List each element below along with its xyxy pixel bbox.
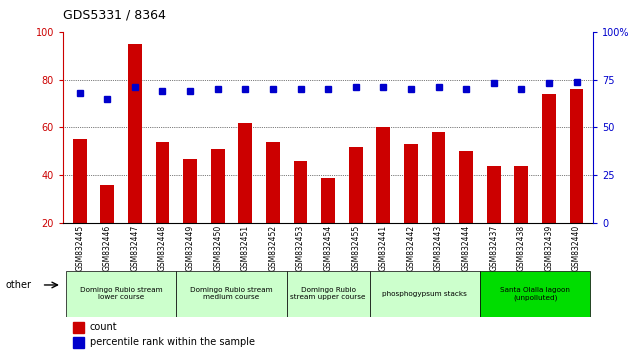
Bar: [404, 144, 418, 223]
Text: GSM832444: GSM832444: [462, 224, 471, 271]
Text: GSM832453: GSM832453: [296, 224, 305, 271]
Text: GSM832439: GSM832439: [545, 224, 553, 271]
Text: GSM832455: GSM832455: [351, 224, 360, 271]
Bar: [156, 142, 169, 223]
Text: percentile rank within the sample: percentile rank within the sample: [90, 337, 254, 347]
Text: GSM832454: GSM832454: [324, 224, 333, 271]
Bar: [239, 123, 252, 223]
Text: GSM832440: GSM832440: [572, 224, 581, 271]
Text: Santa Olalla lagoon
(unpolluted): Santa Olalla lagoon (unpolluted): [500, 287, 570, 301]
Bar: [176, 271, 286, 317]
Text: Domingo Rubio stream
medium course: Domingo Rubio stream medium course: [190, 287, 273, 300]
Text: GSM832447: GSM832447: [131, 224, 139, 271]
Bar: [432, 132, 445, 223]
Text: GSM832437: GSM832437: [489, 224, 498, 271]
Bar: [321, 178, 335, 223]
Text: GSM832443: GSM832443: [434, 224, 443, 271]
Bar: [514, 166, 528, 223]
Bar: [266, 142, 280, 223]
Text: GSM832451: GSM832451: [241, 224, 250, 270]
Bar: [183, 159, 197, 223]
Bar: [293, 161, 307, 223]
Bar: [286, 271, 370, 317]
Text: other: other: [5, 280, 31, 290]
Text: GSM832452: GSM832452: [268, 224, 278, 270]
Bar: [73, 322, 85, 333]
Text: Domingo Rubio
stream upper course: Domingo Rubio stream upper course: [290, 287, 366, 300]
Bar: [480, 271, 591, 317]
Text: GSM832446: GSM832446: [103, 224, 112, 271]
Bar: [570, 89, 584, 223]
Text: GSM832450: GSM832450: [213, 224, 222, 271]
Text: GSM832448: GSM832448: [158, 224, 167, 270]
Bar: [487, 166, 500, 223]
Text: GSM832442: GSM832442: [406, 224, 415, 270]
Bar: [73, 337, 85, 348]
Bar: [73, 139, 86, 223]
Bar: [211, 149, 225, 223]
Text: Domingo Rubio stream
lower course: Domingo Rubio stream lower course: [80, 287, 162, 300]
Bar: [100, 185, 114, 223]
Text: GSM832441: GSM832441: [379, 224, 388, 270]
Bar: [128, 44, 142, 223]
Bar: [370, 271, 480, 317]
Bar: [66, 271, 176, 317]
Text: GDS5331 / 8364: GDS5331 / 8364: [63, 9, 166, 22]
Text: count: count: [90, 322, 117, 332]
Bar: [377, 127, 390, 223]
Text: GSM832449: GSM832449: [186, 224, 194, 271]
Bar: [542, 94, 556, 223]
Text: phosphogypsum stacks: phosphogypsum stacks: [382, 291, 467, 297]
Bar: [459, 152, 473, 223]
Text: GSM832445: GSM832445: [75, 224, 84, 271]
Bar: [349, 147, 363, 223]
Text: GSM832438: GSM832438: [517, 224, 526, 270]
